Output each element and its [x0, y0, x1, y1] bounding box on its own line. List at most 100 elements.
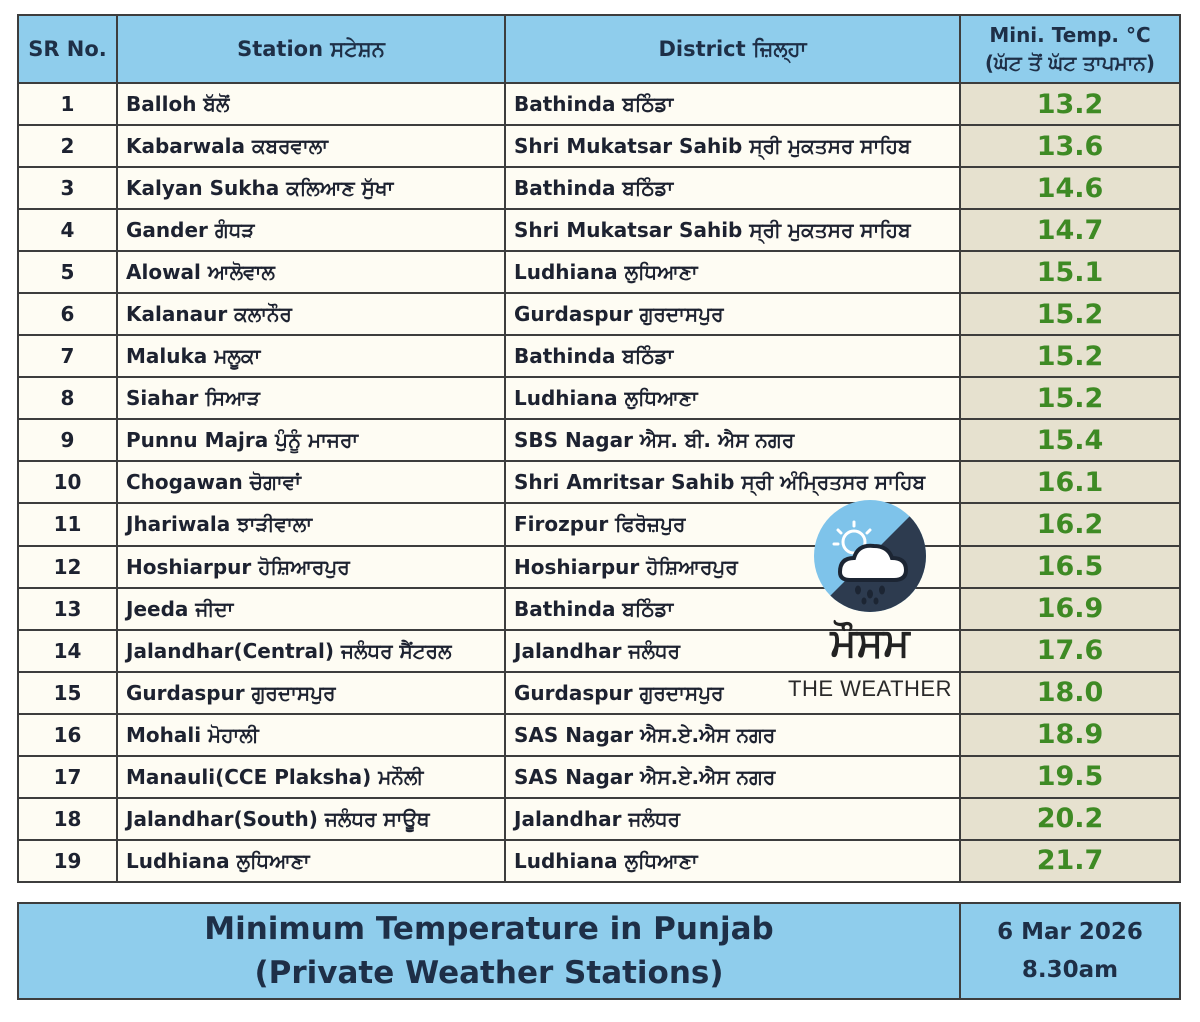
header-min-temp: Mini. Temp. °C (ਘੱਟ ਤੋਂ ਘੱਟ ਤਾਪਮਾਨ) [959, 14, 1181, 84]
min-temp-cell: 18.9 [959, 712, 1181, 757]
table-row: 13 Jeeda ਜੀਦਾ Bathinda ਬਠਿੰਡਾ 16.9 [17, 586, 1181, 631]
footer-time: 8.30am [1021, 957, 1119, 983]
station-cell: Gurdaspur ਗੁਰਦਾਸਪੁਰ [116, 670, 506, 715]
table-row: 15 Gurdaspur ਗੁਰਦਾਸਪੁਰ Gurdaspur ਗੁਰਦਾਸਪੁਰ… [17, 670, 1181, 715]
footer-date: 6 Mar 2026 [997, 919, 1143, 945]
district-cell: Gurdaspur ਗੁਰਦਾਸਪੁਰ [504, 670, 961, 715]
min-temp-cell: 16.1 [959, 460, 1181, 505]
sr-cell: 18 [17, 796, 118, 841]
table-row: 2 Kabarwala ਕਬਰਵਾਲਾ Shri Mukatsar Sahib ਸ੍… [17, 124, 1181, 169]
district-cell: SAS Nagar ਐਸ.ਏ.ਐਸ ਨਗਰ [504, 754, 961, 799]
footer-date-cell: 6 Mar 2026 8.30am [959, 902, 1181, 1000]
district-cell: Jalandhar ਜਲੰਧਰ [504, 796, 961, 841]
min-temp-cell: 19.5 [959, 754, 1181, 799]
station-cell: Siahar ਸਿਆੜ [116, 376, 506, 421]
header-sr-no: SR No. [17, 14, 118, 84]
table-row: 17 Manauli(CCE Plaksha) ਮਨੌਲੀ SAS Nagar ਐਸ… [17, 754, 1181, 799]
min-temp-cell: 14.7 [959, 208, 1181, 253]
table-row: 10 Chogawan ਚੋਗਾਵਾਂ Shri Amritsar Sahib ਸ੍… [17, 460, 1181, 505]
table-row: 9 Punnu Majra ਪੁੰਨੂੰ ਮਾਜਰਾ SBS Nagar ਐਸ. ਬ… [17, 418, 1181, 463]
sr-cell: 12 [17, 544, 118, 589]
table-body: 1 Balloh ਬੱਲੋਂ Bathinda ਬਠਿੰਡਾ 13.2 2 Kabarwa… [17, 81, 1181, 884]
station-cell: Kabarwala ਕਬਰਵਾਲਾ [116, 124, 506, 169]
min-temp-cell: 18.0 [959, 670, 1181, 715]
station-cell: Jeeda ਜੀਦਾ [116, 586, 506, 631]
min-temp-cell: 13.2 [959, 81, 1181, 127]
header-station: Station ਸਟੇਸ਼ਨ [116, 14, 506, 84]
table-row: 16 Mohali ਮੋਹਾਲੀ SAS Nagar ਐਸ.ਏ.ਐਸ ਨਗਰ 18.9 [17, 712, 1181, 757]
min-temp-cell: 15.4 [959, 418, 1181, 463]
station-cell: Balloh ਬੱਲੋਂ [116, 81, 506, 127]
sr-cell: 14 [17, 628, 118, 673]
table-row: 12 Hoshiarpur ਹੋਸ਼ਿਆਰਪੁਰ Hoshiarpur ਹੋਸ਼ਿਆ… [17, 544, 1181, 589]
district-cell: Shri Mukatsar Sahib ਸ੍ਰੀ ਮੁਕਤਸਰ ਸਾਹਿਬ [504, 208, 961, 253]
station-cell: Kalanaur ਕਲਾਨੌਰ [116, 292, 506, 337]
min-temp-cell: 21.7 [959, 838, 1181, 884]
district-cell: Shri Mukatsar Sahib ਸ੍ਰੀ ਮੁਕਤਸਰ ਸਾਹਿਬ [504, 124, 961, 169]
station-cell: Jalandhar(South) ਜਲੰਧਰ ਸਾਊਥ [116, 796, 506, 841]
header-district: District ਜ਼ਿਲ੍ਹਾ [504, 14, 961, 84]
district-cell: Bathinda ਬਠਿੰਡਾ [504, 81, 961, 127]
sr-cell: 19 [17, 838, 118, 884]
footer-title-line1: Minimum Temperature in Punjab [204, 911, 774, 947]
weather-logo: ਮੌਸਮ THE WEATHER [770, 500, 970, 710]
min-temp-cell: 15.1 [959, 250, 1181, 295]
district-cell: Jalandhar ਜਲੰਧਰ [504, 628, 961, 673]
station-cell: Hoshiarpur ਹੋਸ਼ਿਆਰਪੁਰ [116, 544, 506, 589]
table-row: 5 Alowal ਆਲੋਵਾਲ Ludhiana ਲੁਧਿਆਣਾ 15.1 [17, 250, 1181, 295]
district-cell: Ludhiana ਲੁਧਿਆਣਾ [504, 838, 961, 884]
min-temp-cell: 15.2 [959, 376, 1181, 421]
header-min-temp-line1: Mini. Temp. °C [989, 23, 1151, 47]
header-min-temp-line2: (ਘੱਟ ਤੋਂ ਘੱਟ ਤਾਪਮਾਨ) [984, 51, 1156, 75]
min-temp-cell: 17.6 [959, 628, 1181, 673]
station-cell: Kalyan Sukha ਕਲਿਆਣ ਸੁੱਖਾ [116, 166, 506, 211]
logo-english-text: THE WEATHER [788, 676, 952, 701]
station-cell: Chogawan ਚੋਗਾਵਾਂ [116, 460, 506, 505]
temperature-table: SR No. Station ਸਟੇਸ਼ਨ District ਜ਼ਿਲ੍ਹਾ M… [17, 14, 1181, 884]
table-row: 1 Balloh ਬੱਲੋਂ Bathinda ਬਠਿੰਡਾ 13.2 [17, 81, 1181, 127]
sr-cell: 3 [17, 166, 118, 211]
station-cell: Mohali ਮੋਹਾਲੀ [116, 712, 506, 757]
sr-cell: 16 [17, 712, 118, 757]
header-row: SR No. Station ਸਟੇਸ਼ਨ District ਜ਼ਿਲ੍ਹਾ M… [17, 14, 1181, 84]
footer-row: Minimum Temperature in Punjab (Private W… [17, 902, 1181, 1000]
table-row: 19 Ludhiana ਲੁਧਿਆਣਾ Ludhiana ਲੁਧਿਆਣਾ 21.7 [17, 838, 1181, 884]
table-row: 18 Jalandhar(South) ਜਲੰਧਰ ਸਾਊਥ Jalandhar ਜ… [17, 796, 1181, 841]
sr-cell: 2 [17, 124, 118, 169]
table-row: 6 Kalanaur ਕਲਾਨੌਰ Gurdaspur ਗੁਰਦਾਸਪੁਰ 15.2 [17, 292, 1181, 337]
station-cell: Punnu Majra ਪੁੰਨੂੰ ਮਾਜਰਾ [116, 418, 506, 463]
table-row: 8 Siahar ਸਿਆੜ Ludhiana ਲੁਧਿਆਣਾ 15.2 [17, 376, 1181, 421]
district-cell: Bathinda ਬਠਿੰਡਾ [504, 166, 961, 211]
station-cell: Jhariwala ਝਾੜੀਵਾਲਾ [116, 502, 506, 547]
station-cell: Manauli(CCE Plaksha) ਮਨੌਲੀ [116, 754, 506, 799]
min-temp-cell: 16.5 [959, 544, 1181, 589]
table-row: 4 Gander ਗੰਧੜ Shri Mukatsar Sahib ਸ੍ਰੀ ਮੁਕ… [17, 208, 1181, 253]
sr-cell: 10 [17, 460, 118, 505]
sr-cell: 7 [17, 334, 118, 379]
logo-punjabi-text: ਮੌਸਮ [830, 620, 910, 666]
min-temp-cell: 16.2 [959, 502, 1181, 547]
footer-title-line2: (Private Weather Stations) [254, 955, 724, 991]
sr-cell: 4 [17, 208, 118, 253]
table-row: 14 Jalandhar(Central) ਜਲੰਧਰ ਸੈਂਟਰਲ Jalandh… [17, 628, 1181, 673]
district-cell: Shri Amritsar Sahib ਸ੍ਰੀ ਅੰਮ੍ਰਿਤਸਰ ਸਾਹਿਬ [504, 460, 961, 505]
table-row: 7 Maluka ਮਲੂਕਾ Bathinda ਬਠਿੰਡਾ 15.2 [17, 334, 1181, 379]
min-temp-cell: 15.2 [959, 334, 1181, 379]
station-cell: Maluka ਮਲੂਕਾ [116, 334, 506, 379]
station-cell: Alowal ਆਲੋਵਾਲ [116, 250, 506, 295]
station-cell: Ludhiana ਲੁਧਿਆਣਾ [116, 838, 506, 884]
min-temp-cell: 14.6 [959, 166, 1181, 211]
sr-cell: 17 [17, 754, 118, 799]
table-row: 3 Kalyan Sukha ਕਲਿਆਣ ਸੁੱਖਾ Bathinda ਬਠਿੰਡਾ… [17, 166, 1181, 211]
sr-cell: 6 [17, 292, 118, 337]
min-temp-cell: 15.2 [959, 292, 1181, 337]
district-cell: Ludhiana ਲੁਧਿਆਣਾ [504, 376, 961, 421]
min-temp-cell: 13.6 [959, 124, 1181, 169]
sr-cell: 8 [17, 376, 118, 421]
sr-cell: 9 [17, 418, 118, 463]
sr-cell: 5 [17, 250, 118, 295]
sr-cell: 1 [17, 81, 118, 127]
table-row: 11 Jhariwala ਝਾੜੀਵਾਲਾ Firozpur ਫਿਰੋਜ਼ਪੁਰ 16… [17, 502, 1181, 547]
sr-cell: 11 [17, 502, 118, 547]
station-cell: Jalandhar(Central) ਜਲੰਧਰ ਸੈਂਟਰਲ [116, 628, 506, 673]
